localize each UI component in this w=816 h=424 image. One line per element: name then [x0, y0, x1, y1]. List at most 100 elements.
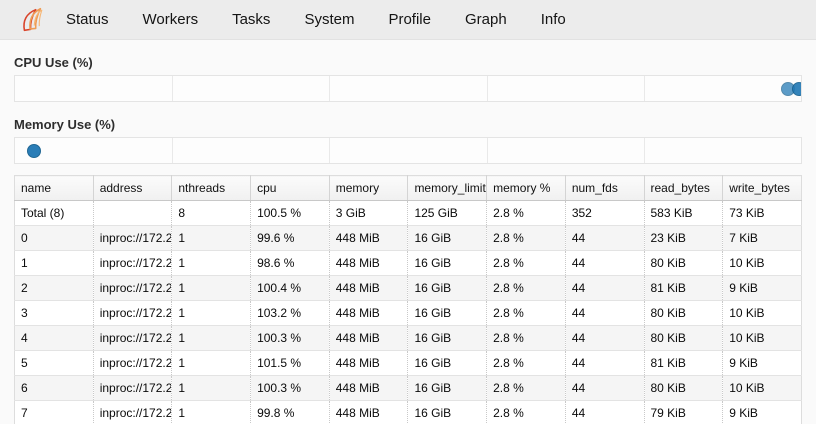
table-cell: 583 KiB	[644, 200, 724, 226]
dask-logo-icon	[23, 7, 43, 31]
table-cell: inproc://172.20	[93, 225, 173, 251]
nav-item-system[interactable]: System	[304, 11, 355, 28]
memory-use-plot[interactable]	[14, 137, 802, 164]
header-row: name address nthreads cpu memory memory_limit…	[14, 175, 802, 201]
column-header-write-bytes[interactable]: write_bytes	[722, 175, 802, 201]
table-cell: 10 KiB	[722, 300, 802, 326]
table-row[interactable]: 5 inproc://172.20 1 101.5 % 448 MiB 16 GiB 2.8…	[14, 350, 802, 376]
table-cell: 1	[171, 275, 252, 301]
table-row[interactable]: 6 inproc://172.20 1 100.3 % 448 MiB 16 GiB 2.8…	[14, 375, 802, 401]
table-cell: 1	[171, 400, 252, 424]
cpu-use-plot[interactable]	[14, 75, 802, 102]
table-cell: inproc://172.20	[93, 375, 173, 401]
table-cell: 2.8 %	[486, 350, 566, 376]
table-cell: 10 KiB	[722, 375, 802, 401]
table-cell: 44	[565, 225, 645, 251]
table-cell: 448 MiB	[329, 250, 409, 276]
gridline	[486, 76, 488, 101]
table-cell: 448 MiB	[329, 275, 409, 301]
table-row[interactable]: 0 inproc://172.20 1 99.6 % 448 MiB 16 GiB 2.8 …	[14, 225, 802, 251]
table-cell: 1	[171, 300, 252, 326]
table-cell: 448 MiB	[329, 375, 409, 401]
table-cell: 2	[14, 275, 94, 301]
table-cell: 80 KiB	[644, 250, 724, 276]
nav-item-graph[interactable]: Graph	[464, 11, 507, 28]
column-header-memory[interactable]: memory	[329, 175, 409, 201]
column-header-name[interactable]: name	[14, 175, 94, 201]
column-header-address[interactable]: address	[93, 175, 173, 201]
navbar: Status Workers Tasks System Profile Graph Info	[0, 0, 816, 40]
table-cell: 448 MiB	[329, 325, 409, 351]
gridline	[643, 76, 645, 101]
table-row[interactable]: 7 inproc://172.20 1 99.8 % 448 MiB 16 GiB 2.8 …	[14, 400, 802, 424]
table-cell: 16 GiB	[407, 350, 488, 376]
nav-item-profile[interactable]: Profile	[388, 11, 431, 28]
table-cell: 448 MiB	[329, 350, 409, 376]
table-cell: 1	[171, 350, 252, 376]
table-cell: 81 KiB	[644, 350, 724, 376]
column-header-memory-[interactable]: memory %	[486, 175, 566, 201]
column-header-read-bytes[interactable]: read_bytes	[644, 175, 724, 201]
table-cell: 100.3 %	[250, 375, 330, 401]
workers-table-body: Total (8) 8 100.5 % 3 GiB 125 GiB 2.8 % 352 583…	[14, 200, 802, 424]
table-cell: 16 GiB	[407, 275, 488, 301]
table-cell: 99.6 %	[250, 225, 330, 251]
table-cell: inproc://172.20	[93, 325, 173, 351]
table-row[interactable]: 3 inproc://172.20 1 103.2 % 448 MiB 16 GiB 2.8…	[14, 300, 802, 326]
column-header-num-fds[interactable]: num_fds	[565, 175, 645, 201]
table-cell: 3 GiB	[329, 200, 409, 226]
gridline	[643, 138, 645, 163]
table-cell: 16 GiB	[407, 250, 488, 276]
table-cell: 23 KiB	[644, 225, 724, 251]
table-cell: 79 KiB	[644, 400, 724, 424]
table-cell: 16 GiB	[407, 300, 488, 326]
table-cell: 0	[14, 225, 94, 251]
table-cell: 80 KiB	[644, 300, 724, 326]
table-cell: 44	[565, 300, 645, 326]
table-cell: 98.6 %	[250, 250, 330, 276]
gridline	[172, 76, 174, 101]
table-cell: 16 GiB	[407, 225, 488, 251]
gridline	[172, 138, 174, 163]
column-header-cpu[interactable]: cpu	[250, 175, 330, 201]
table-cell: 1	[14, 250, 94, 276]
nav-items: Status Workers Tasks System Profile Graph Info	[66, 11, 566, 28]
table-cell: 1	[171, 325, 252, 351]
nav-item-tasks[interactable]: Tasks	[232, 11, 271, 28]
table-cell: 16 GiB	[407, 325, 488, 351]
cpu-plot-title: CPU Use (%)	[14, 55, 93, 70]
table-cell: 44	[565, 275, 645, 301]
table-cell: 9 KiB	[722, 350, 802, 376]
table-cell: 99.8 %	[250, 400, 330, 424]
table-cell: 7 KiB	[722, 225, 802, 251]
table-cell: inproc://172.20	[93, 350, 173, 376]
nav-item-workers[interactable]: Workers	[142, 11, 199, 28]
table-cell: 44	[565, 375, 645, 401]
table-cell: 6	[14, 375, 94, 401]
gridline	[486, 138, 488, 163]
page-content: CPU Use (%) Memory Use (%) name address nt…	[0, 55, 816, 424]
table-row[interactable]: 4 inproc://172.20 1 100.3 % 448 MiB 16 GiB 2.8…	[14, 325, 802, 351]
table-cell: 2.8 %	[486, 300, 566, 326]
table-cell: 100.5 %	[250, 200, 330, 226]
column-header-nthreads[interactable]: nthreads	[171, 175, 252, 201]
table-cell: 100.4 %	[250, 275, 330, 301]
table-cell: 2.8 %	[486, 375, 566, 401]
table-cell: 101.5 %	[250, 350, 330, 376]
nav-item-status[interactable]: Status	[66, 11, 109, 28]
table-cell: 1	[171, 250, 252, 276]
nav-item-info[interactable]: Info	[540, 11, 566, 28]
table-cell: 2.8 %	[486, 200, 566, 226]
table-cell: 100.3 %	[250, 325, 330, 351]
table-row[interactable]: 2 inproc://172.20 1 100.4 % 448 MiB 16 GiB 2.8…	[14, 275, 802, 301]
table-cell: 1	[171, 225, 252, 251]
table-row[interactable]: Total (8) 8 100.5 % 3 GiB 125 GiB 2.8 % 352 583…	[14, 200, 802, 226]
table-row[interactable]: 1 inproc://172.20 1 98.6 % 448 MiB 16 GiB 2.8 …	[14, 250, 802, 276]
table-cell: 1	[171, 375, 252, 401]
table-cell: 7	[14, 400, 94, 424]
workers-table: name address nthreads cpu memory memory_limit…	[14, 175, 802, 424]
table-cell: 2.8 %	[486, 325, 566, 351]
table-cell: 8	[171, 200, 252, 226]
table-cell: inproc://172.20	[93, 400, 173, 424]
column-header-memory-limit[interactable]: memory_limit	[407, 175, 488, 201]
